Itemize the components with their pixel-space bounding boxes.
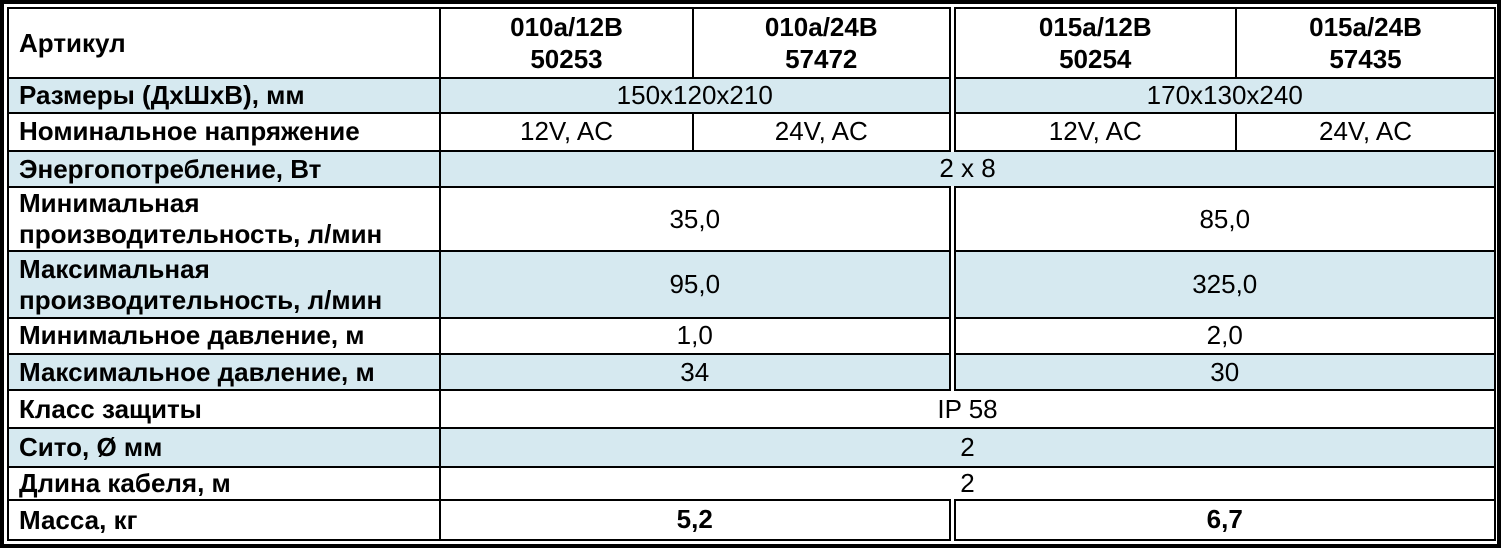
value-cell: 2,0 bbox=[948, 316, 1496, 355]
value-cell: 6,7 bbox=[948, 498, 1496, 542]
product-sku: 57435 bbox=[1329, 44, 1402, 75]
product-model: 015а/24В bbox=[1309, 11, 1422, 42]
value-cell: 5,2 bbox=[439, 498, 953, 542]
row-label: Класс защиты bbox=[7, 389, 441, 430]
row-label: Максимальное давление, м bbox=[7, 352, 441, 392]
product-column-010a-24v: 010а/24В 57472 bbox=[692, 6, 953, 80]
header-label-articul: Артикул bbox=[7, 6, 441, 80]
product-column-015a-12v: 015а/12В 50254 bbox=[948, 6, 1237, 80]
row-label: Максимальная производительность, л/мин bbox=[7, 250, 441, 319]
value-cell: 95,0 bbox=[439, 250, 953, 319]
row-max-flow: Максимальная производительность, л/мин 9… bbox=[7, 250, 1496, 319]
row-label: Сито, Ø мм bbox=[7, 427, 441, 468]
product-column-015a-24v: 015а/24В 57435 bbox=[1235, 6, 1496, 80]
value-cell: 150х120х210 bbox=[439, 77, 953, 114]
row-cable-length: Длина кабеля, м 2 bbox=[7, 465, 1496, 501]
spec-table: Артикул 010а/12В 50253 010а/24В 57472 01… bbox=[7, 6, 1496, 542]
value-cell: 24V, AC bbox=[692, 111, 953, 152]
product-model: 010а/12В bbox=[510, 11, 623, 42]
row-label: Минимальная производительность, л/мин bbox=[7, 185, 441, 253]
row-label: Номинальное напряжение bbox=[7, 111, 441, 152]
row-label: Размеры (ДхШхВ), мм bbox=[7, 77, 441, 114]
row-label: Минимальное давление, м bbox=[7, 316, 441, 355]
row-power-consumption: Энергопотребление, Вт 2 х 8 bbox=[7, 149, 1496, 188]
value-cell: 325,0 bbox=[948, 250, 1496, 319]
product-sku: 50253 bbox=[530, 44, 603, 75]
row-label: Длина кабеля, м bbox=[7, 465, 441, 501]
value-cell: 2 bbox=[439, 427, 1496, 468]
row-max-pressure: Максимальное давление, м 34 30 bbox=[7, 352, 1496, 392]
value-cell: 2 bbox=[439, 465, 1496, 501]
value-cell: 1,0 bbox=[439, 316, 953, 355]
row-min-flow: Минимальная производительность, л/мин 35… bbox=[7, 185, 1496, 253]
value-cell: 35,0 bbox=[439, 185, 953, 253]
value-cell: 12V, AC bbox=[439, 111, 694, 152]
row-label: Энергопотребление, Вт bbox=[7, 149, 441, 188]
value-cell: IP 58 bbox=[439, 389, 1496, 430]
product-sku: 50254 bbox=[1059, 44, 1132, 75]
product-sku: 57472 bbox=[785, 44, 858, 75]
value-cell: 2 х 8 bbox=[439, 149, 1496, 188]
row-min-pressure: Минимальное давление, м 1,0 2,0 bbox=[7, 316, 1496, 355]
row-weight: Масса, кг 5,2 6,7 bbox=[7, 498, 1496, 542]
value-cell: 30 bbox=[948, 352, 1496, 392]
product-model: 015а/12В bbox=[1038, 11, 1152, 42]
value-cell: 24V, AC bbox=[1235, 111, 1496, 152]
product-model: 010а/24В bbox=[764, 11, 878, 42]
product-column-010a-12v: 010а/12В 50253 bbox=[439, 6, 694, 80]
row-label: Масса, кг bbox=[7, 498, 441, 542]
row-voltage: Номинальное напряжение 12V, AC 24V, AC 1… bbox=[7, 111, 1496, 152]
value-cell: 85,0 bbox=[948, 185, 1496, 253]
row-strainer: Сито, Ø мм 2 bbox=[7, 427, 1496, 468]
row-protection-class: Класс защиты IP 58 bbox=[7, 389, 1496, 430]
header-row: Артикул 010а/12В 50253 010а/24В 57472 01… bbox=[7, 6, 1496, 80]
value-cell: 170х130х240 bbox=[948, 77, 1496, 114]
row-dimensions: Размеры (ДхШхВ), мм 150х120х210 170х130х… bbox=[7, 77, 1496, 114]
value-cell: 12V, AC bbox=[948, 111, 1237, 152]
value-cell: 34 bbox=[439, 352, 953, 392]
